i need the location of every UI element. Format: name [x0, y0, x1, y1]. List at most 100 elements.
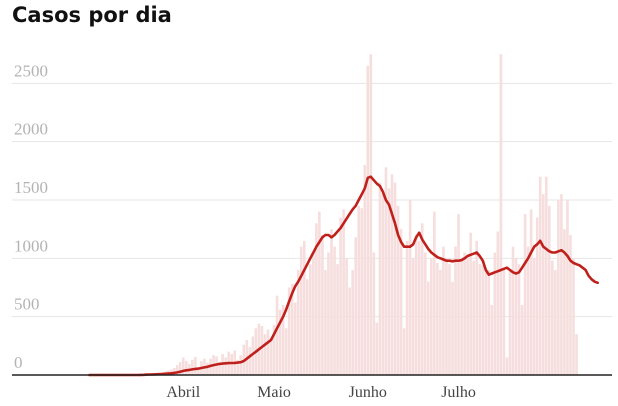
daily-bar: [375, 322, 379, 375]
daily-bar: [481, 265, 485, 375]
daily-bar: [544, 176, 548, 375]
daily-bar: [511, 246, 515, 375]
daily-bar: [433, 211, 436, 375]
daily-bar: [439, 270, 442, 375]
daily-bar: [218, 362, 221, 375]
daily-bar: [224, 357, 227, 375]
moving-average-line: [88, 175, 600, 377]
y-tick-label: 2000: [14, 120, 48, 139]
daily-bar: [381, 194, 385, 375]
y-tick-label: 1000: [14, 236, 48, 255]
grid-lines: [12, 82, 612, 318]
daily-bar: [206, 362, 209, 375]
daily-bar: [266, 329, 270, 375]
daily-bar: [230, 354, 233, 375]
daily-bar: [463, 252, 466, 375]
daily-bar: [348, 287, 351, 375]
daily-bar: [306, 279, 309, 375]
x-tick-label: Junho: [349, 384, 387, 401]
daily-bar: [363, 165, 367, 375]
daily-bar: [551, 260, 554, 375]
daily-bar: [321, 235, 324, 375]
daily-bar: [366, 65, 370, 375]
daily-bar: [360, 208, 364, 375]
daily-bar: [505, 357, 509, 375]
daily-bar: [290, 284, 294, 375]
daily-bar: [445, 258, 448, 375]
daily-bar: [239, 355, 243, 375]
daily-bar: [423, 252, 427, 375]
x-tick-label: Abril: [166, 384, 200, 401]
daily-bar: [357, 205, 361, 375]
daily-bar: [330, 229, 333, 375]
daily-bar: [384, 167, 388, 375]
y-tick-label: 0: [14, 353, 23, 372]
daily-bar: [309, 264, 312, 375]
daily-bar: [263, 334, 267, 375]
daily-bar: [324, 270, 327, 375]
daily-bar: [236, 359, 240, 375]
x-axis-tick-labels: Abril Maio Junho Julho: [166, 384, 476, 401]
daily-bar: [194, 356, 197, 375]
daily-bar: [436, 263, 439, 375]
daily-bar: [191, 359, 194, 375]
daily-bar: [448, 264, 451, 375]
daily-bar: [496, 231, 500, 375]
y-axis-tick-labels: 0 500 1000 1500 2000 2500: [14, 61, 48, 372]
daily-bar: [293, 302, 297, 375]
daily-bar: [548, 205, 551, 375]
daily-bar: [284, 328, 288, 375]
daily-bar: [281, 305, 285, 375]
daily-bar: [451, 281, 454, 375]
daily-bar: [175, 365, 179, 375]
daily-bar: [575, 334, 578, 375]
daily-bar: [399, 229, 403, 375]
daily-bar: [197, 368, 200, 375]
daily-bar: [278, 309, 282, 375]
daily-bar: [499, 54, 503, 376]
y-tick-label: 2500: [14, 61, 48, 80]
daily-bar: [408, 200, 412, 375]
daily-bar: [354, 237, 357, 375]
x-tick-label: Maio: [257, 384, 291, 401]
moving-average-line-group: [88, 175, 600, 377]
daily-bar: [560, 194, 563, 375]
daily-bar: [414, 235, 418, 375]
daily-bar: [554, 270, 557, 375]
y-tick-label: 500: [14, 295, 40, 314]
x-tick-label: Julho: [441, 384, 476, 401]
daily-bar: [532, 258, 536, 375]
daily-bar: [557, 200, 560, 375]
daily-bar: [526, 246, 530, 375]
daily-bar: [430, 258, 433, 375]
daily-bar: [490, 305, 494, 375]
daily-bar: [466, 258, 469, 375]
daily-bar: [396, 205, 400, 375]
daily-bar: [538, 176, 542, 375]
daily-bar: [478, 264, 482, 375]
daily-bar: [514, 258, 518, 375]
daily-bar: [566, 200, 569, 375]
daily-bar: [487, 270, 491, 375]
daily-bar: [417, 240, 421, 375]
daily-bar: [535, 217, 539, 375]
daily-bar: [523, 214, 527, 375]
daily-bar: [248, 347, 252, 375]
daily-bar: [402, 328, 406, 375]
daily-bar: [251, 336, 255, 375]
daily-bar: [427, 281, 430, 375]
daily-bar: [390, 174, 394, 375]
daily-bar: [372, 252, 376, 375]
daily-bar: [569, 235, 572, 375]
daily-bar: [287, 287, 291, 375]
y-tick-label: 1500: [14, 178, 48, 197]
daily-bar: [260, 326, 264, 375]
daily-bar: [351, 270, 354, 375]
daily-bar: [302, 240, 306, 375]
daily-bar: [475, 240, 478, 375]
daily-bar: [457, 214, 460, 375]
daily-bar: [541, 194, 545, 375]
daily-bar: [312, 252, 315, 375]
daily-bar: [318, 211, 321, 375]
